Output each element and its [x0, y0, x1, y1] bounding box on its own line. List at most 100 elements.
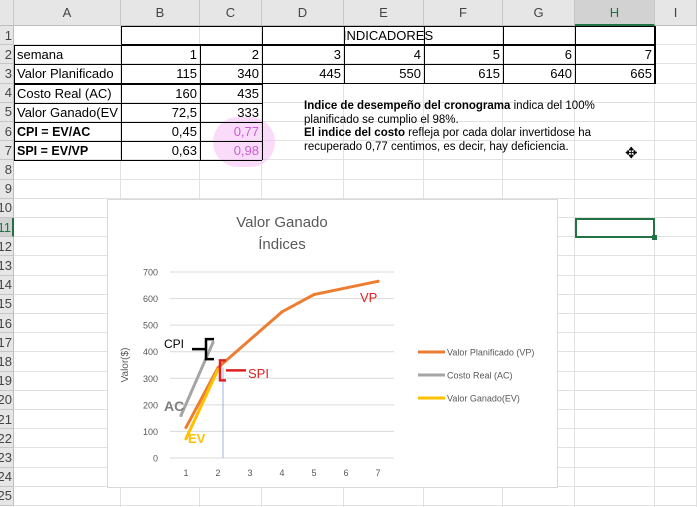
row-header-20[interactable]: 20: [0, 390, 14, 410]
vp-value-3[interactable]: 445: [319, 66, 341, 82]
semana-4[interactable]: 4: [413, 47, 421, 63]
gridline-vertical: [574, 26, 575, 507]
ac-value-1[interactable]: 160: [175, 85, 197, 101]
ev-label[interactable]: Valor Ganado(EV: [17, 104, 118, 120]
ac-label[interactable]: Costo Real (AC): [17, 85, 112, 101]
note-line3-bold: El indice del costo: [304, 127, 405, 139]
gridline-horizontal: [14, 121, 697, 122]
semana-5[interactable]: 5: [492, 47, 500, 63]
vp-value-2[interactable]: 340: [237, 66, 259, 82]
vp-value-4[interactable]: 550: [399, 66, 421, 82]
column-header-g[interactable]: G: [503, 0, 575, 26]
row-header-23[interactable]: 23: [0, 448, 14, 468]
annotation-spi: SPI: [248, 366, 269, 381]
spi-bracket: [218, 359, 246, 382]
ac-value-2[interactable]: 435: [237, 85, 259, 101]
move-cursor-icon: ✥: [625, 145, 638, 162]
column-header-d[interactable]: D: [262, 0, 344, 26]
vp-value-1[interactable]: 115: [176, 66, 197, 82]
column-header-f[interactable]: F: [424, 0, 503, 26]
row-header-7[interactable]: 7: [0, 141, 14, 161]
row-header-11[interactable]: 11: [0, 218, 14, 238]
column-header-i[interactable]: I: [655, 0, 697, 26]
semana-1[interactable]: 1: [189, 47, 197, 63]
chart-title: Valor Ganado: [236, 214, 327, 231]
fill-handle[interactable]: [652, 235, 657, 240]
data-point: [376, 279, 380, 283]
row-header-19[interactable]: 19: [0, 371, 14, 391]
cpi-value-2[interactable]: 0,77: [233, 124, 259, 140]
row-header-15[interactable]: 15: [0, 294, 14, 314]
x-tick-label: 6: [343, 468, 348, 478]
selected-cell-h11[interactable]: [575, 218, 655, 238]
row-header-24[interactable]: 24: [0, 467, 14, 487]
data-point: [184, 425, 188, 429]
indicadores-header[interactable]: INDICADORES: [342, 27, 434, 43]
vp-value-6[interactable]: 640: [550, 66, 572, 82]
row-header-21[interactable]: 21: [0, 410, 14, 430]
vp-value-7[interactable]: 665: [630, 66, 652, 82]
row-header-12[interactable]: 12: [0, 237, 14, 257]
row-header-4[interactable]: 4: [0, 83, 14, 103]
table-border: [14, 83, 262, 85]
data-point: [179, 413, 183, 417]
semana-6[interactable]: 6: [564, 47, 572, 63]
column-header-a[interactable]: A: [14, 0, 121, 26]
row-header-17[interactable]: 17: [0, 333, 14, 353]
row-header-2[interactable]: 2: [0, 45, 14, 65]
row-header-1[interactable]: 1: [0, 26, 14, 46]
semana-label[interactable]: semana: [17, 47, 64, 63]
chart-subtitle: Índices: [258, 236, 306, 253]
x-tick-label: 3: [247, 468, 252, 478]
row-header-5[interactable]: 5: [0, 102, 14, 122]
row-header-14[interactable]: 14: [0, 275, 14, 295]
cpi-value-1[interactable]: 0,45: [171, 124, 197, 140]
row-header-16[interactable]: 16: [0, 314, 14, 334]
semana-7[interactable]: 7: [644, 47, 652, 63]
row-header-25[interactable]: 25: [0, 486, 14, 506]
table-border: [121, 26, 122, 161]
ev-value-2[interactable]: 333: [237, 104, 259, 120]
gridline-horizontal: [14, 178, 697, 180]
vp-value-5[interactable]: 615: [478, 66, 500, 82]
column-header-e[interactable]: E: [344, 0, 424, 26]
table-border: [14, 102, 262, 104]
y-tick-label: 300: [143, 374, 158, 384]
row-header-18[interactable]: 18: [0, 352, 14, 372]
row-header-22[interactable]: 22: [0, 429, 14, 449]
gridline-horizontal: [14, 159, 697, 161]
column-header-b[interactable]: B: [121, 0, 200, 26]
row-header-3[interactable]: 3: [0, 64, 14, 84]
gridline-horizontal: [14, 63, 697, 65]
series-line-2: [179, 340, 215, 417]
explanation-note[interactable]: Indice de desempeño del cronograma indic…: [304, 100, 624, 154]
column-header-h[interactable]: H: [575, 0, 655, 26]
row-header-13[interactable]: 13: [0, 256, 14, 276]
cpi-label[interactable]: CPI = EV/AC: [17, 124, 91, 139]
annotation-cpi: CPI: [164, 337, 184, 351]
table-border: [121, 44, 655, 46]
chart-container[interactable]: Valor Ganado Índices 0 100 200 300 400 500 600 70…: [107, 199, 558, 488]
spi-value-1[interactable]: 0,63: [171, 143, 197, 159]
spi-value-2[interactable]: 0,98: [233, 143, 259, 159]
semana-3[interactable]: 3: [333, 47, 341, 63]
ev-value-1[interactable]: 72,5: [171, 104, 197, 120]
row-header-8[interactable]: 8: [0, 160, 14, 180]
spi-label[interactable]: SPI = EV/VP: [17, 143, 89, 158]
legend-entry: Valor Ganado(EV): [447, 394, 520, 404]
row-header-9[interactable]: 9: [0, 179, 14, 199]
table-border: [503, 26, 504, 84]
series-line-3: [184, 368, 220, 441]
semana-2[interactable]: 2: [251, 47, 259, 63]
vp-label[interactable]: Valor Planificado: [17, 66, 114, 82]
gridline-vertical: [654, 26, 655, 507]
legend-entry: Costo Real (AC): [447, 371, 513, 381]
row-header-6[interactable]: 6: [0, 122, 14, 142]
data-point: [312, 293, 316, 297]
row-header-10[interactable]: 10: [0, 198, 14, 218]
column-header-c[interactable]: C: [200, 0, 262, 26]
x-tick-label: 2: [215, 468, 220, 478]
chart-svg: Valor Ganado Índices 0 100 200 300 400 500 600 70…: [120, 214, 534, 478]
select-all-corner[interactable]: [0, 0, 14, 26]
